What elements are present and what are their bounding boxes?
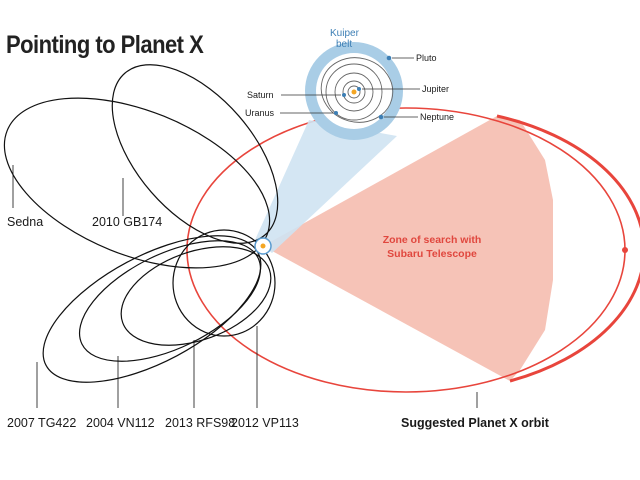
solar-system-inset: Kuiper belt Pluto Jupiter Saturn Uranus …	[245, 28, 454, 140]
zoom-cone	[255, 120, 397, 253]
saturn-label: Saturn	[247, 90, 274, 100]
sun-icon	[260, 243, 266, 249]
pluto-dot	[386, 55, 392, 61]
vp113-orbit	[172, 229, 276, 337]
jupiter-orbit	[347, 85, 361, 99]
rfs98-label: 2013 RFS98	[165, 416, 235, 430]
uranus-orbit	[334, 72, 374, 112]
tg422-label: 2007 TG422	[7, 416, 76, 430]
gb174-orbit	[111, 64, 279, 244]
vp113-label: 2012 VP113	[231, 416, 299, 430]
sedna-orbit	[3, 97, 271, 269]
gb174-label: 2010 GB174	[92, 215, 162, 229]
jupiter-dot	[357, 87, 361, 91]
kuiper-belt-label-line2: belt	[336, 39, 352, 50]
search-zone-label-line2: Subaru Telescope	[387, 248, 477, 260]
uranus-label: Uranus	[245, 108, 275, 118]
pluto-orbit	[320, 57, 394, 123]
planet-x-orbit-label: Suggested Planet X orbit	[401, 416, 550, 430]
neptune-label: Neptune	[420, 112, 454, 122]
search-zone-wedge	[263, 116, 553, 381]
neptune-orbit	[325, 63, 383, 121]
kuiper-belt-label-line1: Kuiper	[330, 28, 360, 39]
tg422-orbit	[42, 235, 262, 383]
jupiter-label: Jupiter	[422, 84, 449, 94]
pluto-label: Pluto	[416, 53, 437, 63]
vn112-label: 2004 VN112	[86, 416, 155, 430]
leader-lines	[12, 165, 478, 408]
saturn-orbit	[342, 80, 366, 104]
neptune-dot	[378, 114, 384, 120]
inset-sun-icon	[351, 89, 357, 95]
uranus-dot	[334, 111, 338, 115]
page-title: Pointing to Planet X	[6, 31, 204, 59]
sedna-label: Sedna	[7, 215, 43, 229]
planet-x-orbit-highlight	[496, 114, 640, 383]
saturn-dot	[342, 93, 346, 97]
search-zone-label-line1: Zone of search with	[383, 234, 482, 246]
planet-x-marker	[622, 247, 628, 253]
